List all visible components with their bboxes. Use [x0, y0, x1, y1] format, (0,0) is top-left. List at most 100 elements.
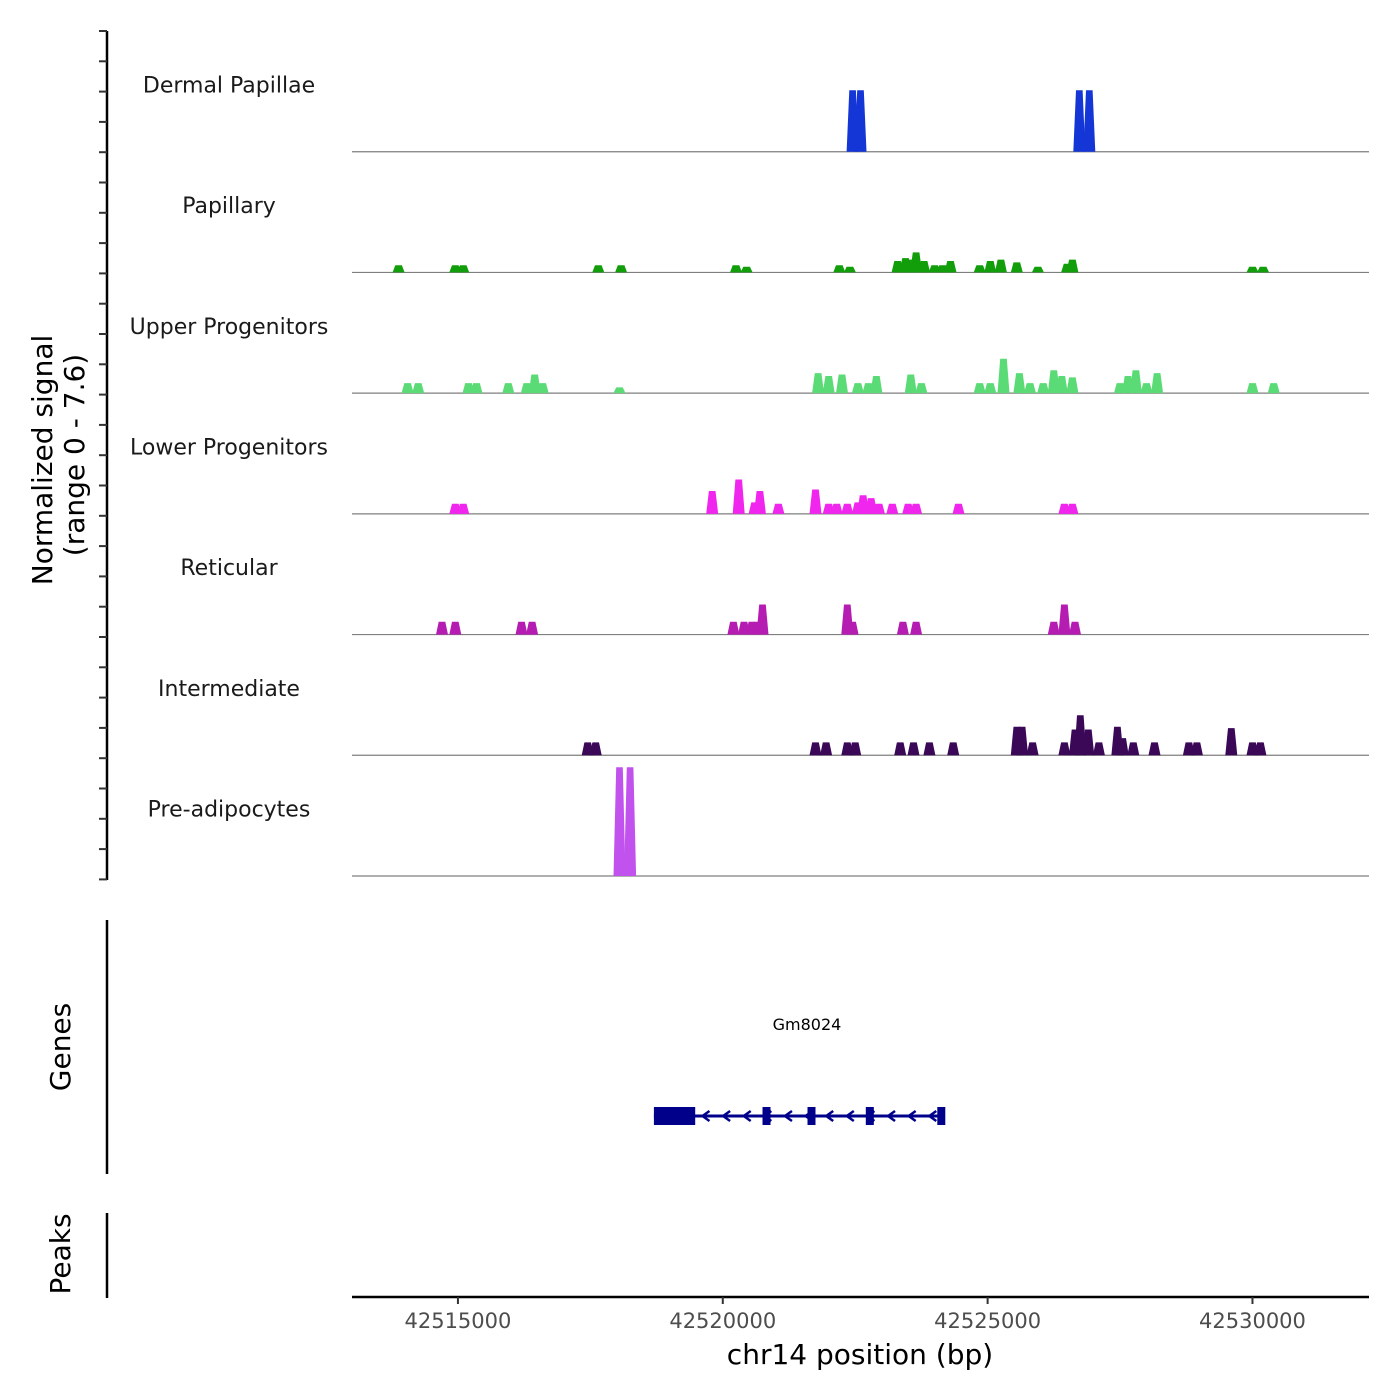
track-label: Dermal Papillae [143, 73, 315, 98]
signal-peak [1069, 621, 1081, 635]
signal-peak [753, 491, 766, 514]
signal-peak [1037, 383, 1050, 394]
signal-peak [732, 479, 745, 514]
signal-peak [1055, 376, 1068, 394]
signal-peak [1257, 266, 1270, 273]
signal-peak [915, 383, 928, 394]
signal-peak [896, 621, 909, 635]
strand-arrow [885, 1109, 896, 1123]
signal-peak [457, 503, 470, 514]
x-tick-label: 42530000 [1199, 1309, 1306, 1333]
signal-peak [1254, 742, 1267, 756]
gene-exon [865, 1107, 874, 1125]
signal-peak [706, 491, 719, 514]
signal-peak [1058, 742, 1071, 756]
genes-axis-title: Genes [44, 1003, 77, 1091]
signal-peak [1013, 373, 1026, 394]
signal-peak [952, 503, 965, 514]
signal-peak [1140, 383, 1153, 394]
signal-peak [1129, 370, 1142, 394]
signal-peak [910, 621, 923, 635]
x-tick-label: 42525000 [934, 1309, 1041, 1333]
signal-peak [973, 265, 986, 273]
signal-peak [624, 767, 637, 876]
signal-peak [1246, 266, 1259, 273]
signal-peak [1074, 715, 1087, 756]
signal-peak [592, 265, 605, 273]
strand-arrow [700, 1109, 711, 1123]
signal-peak [1083, 90, 1096, 152]
signal-peak [843, 266, 856, 273]
strand-arrow [720, 1109, 731, 1123]
track-label: Upper Progenitors [130, 315, 329, 340]
signal-peak [841, 503, 854, 514]
signal-peak [923, 742, 936, 756]
signal-peak [470, 383, 483, 394]
signal-peak [1066, 259, 1079, 273]
signal-peak [1225, 728, 1238, 756]
signal-peak [589, 742, 602, 756]
track-pre-adipocytes: Pre-adipocytes [148, 767, 1369, 877]
strand-arrow [824, 1109, 834, 1123]
peaks-axis-title: Peaks [44, 1213, 77, 1294]
signal-peak [1010, 262, 1023, 273]
signal-peak [1116, 738, 1129, 756]
signal-peak [401, 383, 414, 394]
signal-peak [830, 503, 843, 514]
signal-peak [457, 265, 470, 273]
track-label: Papillary [182, 194, 276, 219]
track-intermediate: Intermediate [158, 677, 1369, 756]
signal-peak [730, 265, 742, 273]
x-axis-title: chr14 position (bp) [727, 1338, 993, 1371]
signal-peak [836, 374, 848, 394]
signal-peak [822, 376, 835, 394]
signal-peak [994, 259, 1007, 273]
signal-peak [984, 383, 997, 394]
signal-peak [1066, 503, 1079, 514]
signal-peak [615, 265, 628, 273]
signal-peak [1092, 742, 1105, 756]
signal-peak [894, 742, 907, 756]
signal-peak [613, 767, 626, 876]
signal-peak [1073, 90, 1086, 152]
gene-exon [807, 1107, 816, 1125]
signal-peak [1246, 383, 1259, 394]
strand-arrow [782, 1109, 793, 1123]
signal-peak [910, 252, 923, 273]
strand-arrow [844, 1109, 855, 1123]
gene-exon [653, 1107, 696, 1125]
signal-peak [886, 503, 899, 514]
x-tick-label: 42515000 [404, 1309, 511, 1333]
y-axis-title: Normalized signal [26, 335, 59, 586]
track-label: Pre-adipocytes [148, 798, 311, 823]
signal-peak [740, 266, 753, 273]
strand-arrow [906, 1109, 917, 1123]
track-lower-progenitors: Lower Progenitors [130, 435, 1369, 515]
signal-peak [973, 383, 986, 394]
signal-peak [846, 621, 859, 635]
signal-peak [727, 621, 740, 635]
signal-peak [947, 742, 960, 756]
signal-peak [528, 374, 541, 394]
signal-y-ticks [99, 30, 107, 881]
signal-peak [772, 503, 785, 514]
signal-peak [1026, 742, 1039, 756]
signal-peak [1047, 621, 1060, 635]
signal-peak [1031, 266, 1044, 273]
signal-peak [1127, 742, 1140, 756]
signal-peak [870, 376, 883, 394]
signal-peak [851, 383, 864, 394]
signal-peak [1148, 742, 1161, 756]
signal-peak [1190, 742, 1203, 756]
signal-peak [809, 489, 822, 514]
signal-peak [918, 261, 931, 273]
gene-exon [937, 1107, 946, 1125]
signal-peak [907, 742, 920, 756]
signal-peak [515, 621, 528, 635]
signal-peak [910, 503, 923, 514]
signal-peak [502, 383, 515, 394]
x-axis-ticks: 42515000 42520000 42525000 42530000 [404, 1297, 1306, 1333]
signal-peak [449, 621, 462, 635]
gene-label: Gm8024 [773, 1015, 842, 1034]
signal-peak [1024, 383, 1036, 394]
